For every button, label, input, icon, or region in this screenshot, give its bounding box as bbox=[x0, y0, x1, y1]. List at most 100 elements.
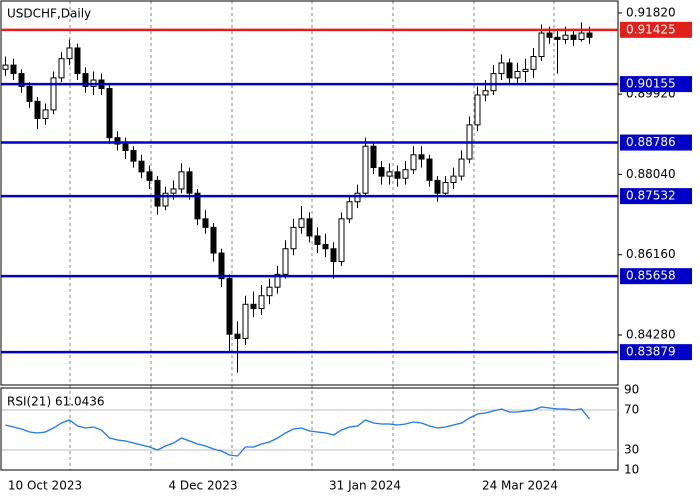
indicator-title: RSI(21) 61.0436 bbox=[7, 395, 105, 409]
candle-body bbox=[562, 34, 569, 40]
candle-body bbox=[298, 218, 305, 228]
candle-body bbox=[50, 77, 57, 111]
candle-body bbox=[234, 333, 241, 339]
candle-body bbox=[426, 158, 433, 181]
candle-body bbox=[290, 226, 297, 250]
level-price-box bbox=[620, 21, 692, 38]
level-price-label: 0.91425 bbox=[626, 22, 676, 36]
level-price-box bbox=[620, 76, 692, 93]
candle-body bbox=[570, 34, 577, 40]
candle-body bbox=[274, 273, 281, 288]
level-price-box bbox=[620, 188, 692, 205]
candle-body bbox=[186, 171, 193, 194]
candle-body bbox=[146, 171, 153, 181]
candle-body bbox=[34, 100, 41, 119]
candle-body bbox=[530, 56, 537, 70]
candle-body bbox=[266, 286, 273, 297]
x-tick-label: 24 Mar 2024 bbox=[482, 479, 558, 493]
candle-body bbox=[442, 182, 449, 194]
y-tick-label: 0.88040 bbox=[626, 167, 676, 181]
candle-body bbox=[226, 278, 233, 335]
y-tick-label: 0.86160 bbox=[626, 247, 676, 261]
candle-body bbox=[434, 179, 441, 194]
candle-body bbox=[330, 248, 337, 263]
time-grid bbox=[69, 1, 555, 470]
rsi-tick-label: 70 bbox=[624, 403, 639, 417]
candle-body bbox=[162, 192, 169, 207]
candle-body bbox=[346, 201, 353, 220]
level-price-label: 0.88786 bbox=[626, 135, 676, 149]
candle-body bbox=[490, 73, 497, 92]
candle-body bbox=[18, 73, 25, 87]
candle-body bbox=[586, 32, 593, 38]
candle-body bbox=[194, 192, 201, 220]
candle-body bbox=[138, 160, 145, 173]
level-price-label: 0.90155 bbox=[626, 77, 676, 91]
candle-body bbox=[154, 179, 161, 207]
candle-body bbox=[26, 85, 33, 102]
candle-body bbox=[370, 145, 377, 169]
candle-body bbox=[322, 243, 329, 250]
candle-body bbox=[58, 58, 65, 79]
candle-body bbox=[306, 218, 313, 237]
x-tick-label: 10 Oct 2023 bbox=[8, 479, 82, 493]
candle-body bbox=[130, 149, 137, 162]
level-price-label: 0.85658 bbox=[626, 269, 676, 283]
candle-body bbox=[82, 73, 89, 87]
x-tick-label: 31 Jan 2024 bbox=[329, 479, 401, 493]
candle-body bbox=[498, 62, 505, 75]
candle-body bbox=[10, 64, 17, 75]
candle-body bbox=[482, 90, 489, 96]
candle-body bbox=[202, 218, 209, 228]
candle-body bbox=[522, 68, 529, 72]
candle-body bbox=[506, 62, 513, 79]
candle-body bbox=[354, 192, 361, 203]
candle-body bbox=[338, 218, 345, 263]
candle-body bbox=[378, 167, 385, 177]
candle-body bbox=[250, 303, 257, 310]
candle-body bbox=[282, 248, 289, 275]
candle-body bbox=[410, 154, 417, 171]
candle-body bbox=[74, 47, 81, 75]
rsi-panel-frame bbox=[0, 387, 619, 471]
candle-body bbox=[394, 171, 401, 179]
candle-body bbox=[554, 36, 561, 40]
level-price-box bbox=[620, 268, 692, 285]
candle-body bbox=[386, 171, 393, 177]
candle-body bbox=[402, 169, 409, 179]
candle-body bbox=[114, 137, 121, 145]
level-price-label: 0.87532 bbox=[626, 189, 676, 203]
candle-body bbox=[546, 32, 553, 38]
rsi-line bbox=[5, 406, 591, 457]
candle-body bbox=[314, 235, 321, 245]
y-tick-label: 0.91820 bbox=[626, 5, 676, 19]
rsi-tick-label: 30 bbox=[624, 443, 639, 457]
candle-body bbox=[474, 94, 481, 126]
main-panel-frame bbox=[0, 0, 619, 386]
candle-body bbox=[218, 252, 225, 280]
candle-body bbox=[578, 32, 585, 40]
candle-body bbox=[2, 64, 9, 70]
level-price-box bbox=[620, 344, 692, 361]
candle-body bbox=[458, 158, 465, 177]
candle-body bbox=[258, 295, 265, 310]
level-price-box bbox=[620, 134, 692, 151]
candle-body bbox=[170, 188, 177, 194]
candle-body bbox=[66, 47, 73, 60]
candle-body bbox=[242, 303, 249, 339]
level-price-label: 0.83879 bbox=[626, 345, 676, 359]
candle-body bbox=[362, 145, 369, 194]
candle-body bbox=[538, 32, 545, 58]
candle-body bbox=[178, 171, 185, 190]
candle-body bbox=[42, 109, 49, 119]
rsi-tick-label: 10 bbox=[624, 463, 639, 477]
candle-body bbox=[418, 154, 425, 160]
rsi-tick-label: 90 bbox=[624, 383, 639, 397]
candle-body bbox=[450, 175, 457, 184]
x-tick-label: 4 Dec 2023 bbox=[168, 479, 237, 493]
candle-body bbox=[106, 88, 113, 139]
y-tick-label: 0.84280 bbox=[626, 328, 676, 342]
candle-body bbox=[514, 70, 521, 79]
chart-title: USDCHF,Daily bbox=[7, 7, 91, 21]
